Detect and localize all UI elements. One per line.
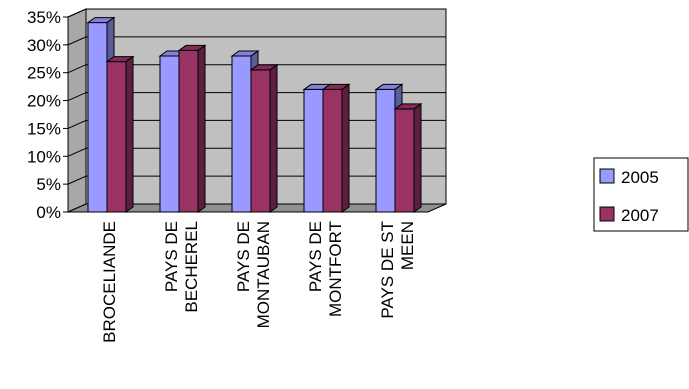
bar-front [159, 55, 180, 213]
gridline [67, 64, 446, 74]
bar-front [106, 61, 127, 213]
category-label: PAYS DE [234, 221, 253, 292]
bar-side [413, 102, 422, 213]
bar-front [87, 22, 108, 213]
bar-front [303, 88, 324, 213]
y-tick-label: 20% [27, 92, 61, 111]
y-tick-label: 0% [36, 203, 61, 222]
bar [393, 102, 423, 213]
y-tick-label: 15% [27, 119, 61, 138]
legend: 2005 2007 [593, 157, 689, 232]
bar [105, 55, 135, 213]
axes [63, 16, 428, 213]
bars [86, 16, 423, 213]
category-label: BECHEREL [182, 221, 201, 313]
bar-front [322, 88, 343, 213]
bar-front [250, 69, 271, 213]
bar-side [197, 44, 206, 213]
gridline [67, 8, 446, 18]
bar-front [231, 55, 252, 213]
y-tick-label: 30% [27, 36, 61, 55]
bar-front [394, 108, 415, 213]
legend-label-2007: 2007 [621, 206, 659, 225]
side-wall [67, 8, 87, 213]
legend-swatch-2005 [599, 168, 615, 184]
category-label: MONTFORT [326, 221, 345, 317]
y-tick-label: 35% [27, 8, 61, 27]
category-label: PAYS DE ST [378, 221, 397, 319]
legend-label-2005: 2005 [621, 168, 659, 187]
category-label: MEEN [398, 221, 417, 270]
bar-side [269, 63, 278, 213]
bar [249, 63, 279, 213]
bar-side [125, 55, 134, 213]
x-axis-category-labels: BROCELIANDE PAYS DE BECHEREL PAYS DE MONTAUB… [100, 221, 417, 343]
category-label: PAYS DE [306, 221, 325, 292]
category-label: BROCELIANDE [100, 221, 119, 343]
category-label: PAYS DE [162, 221, 181, 292]
gridline [67, 36, 446, 46]
bar [177, 44, 207, 213]
legend-swatch-2007 [599, 206, 615, 222]
y-tick-label: 5% [36, 175, 61, 194]
category-label: MONTAUBAN [254, 221, 273, 328]
bar [321, 83, 351, 213]
y-tick-label: 25% [27, 64, 61, 83]
y-axis-tick-labels: 0% 5% 10% 15% 20% 25% 30% 35% [27, 8, 61, 222]
y-tick-label: 10% [27, 147, 61, 166]
bar-front [375, 88, 396, 213]
bar-side [341, 83, 350, 213]
bar-front [178, 49, 199, 213]
